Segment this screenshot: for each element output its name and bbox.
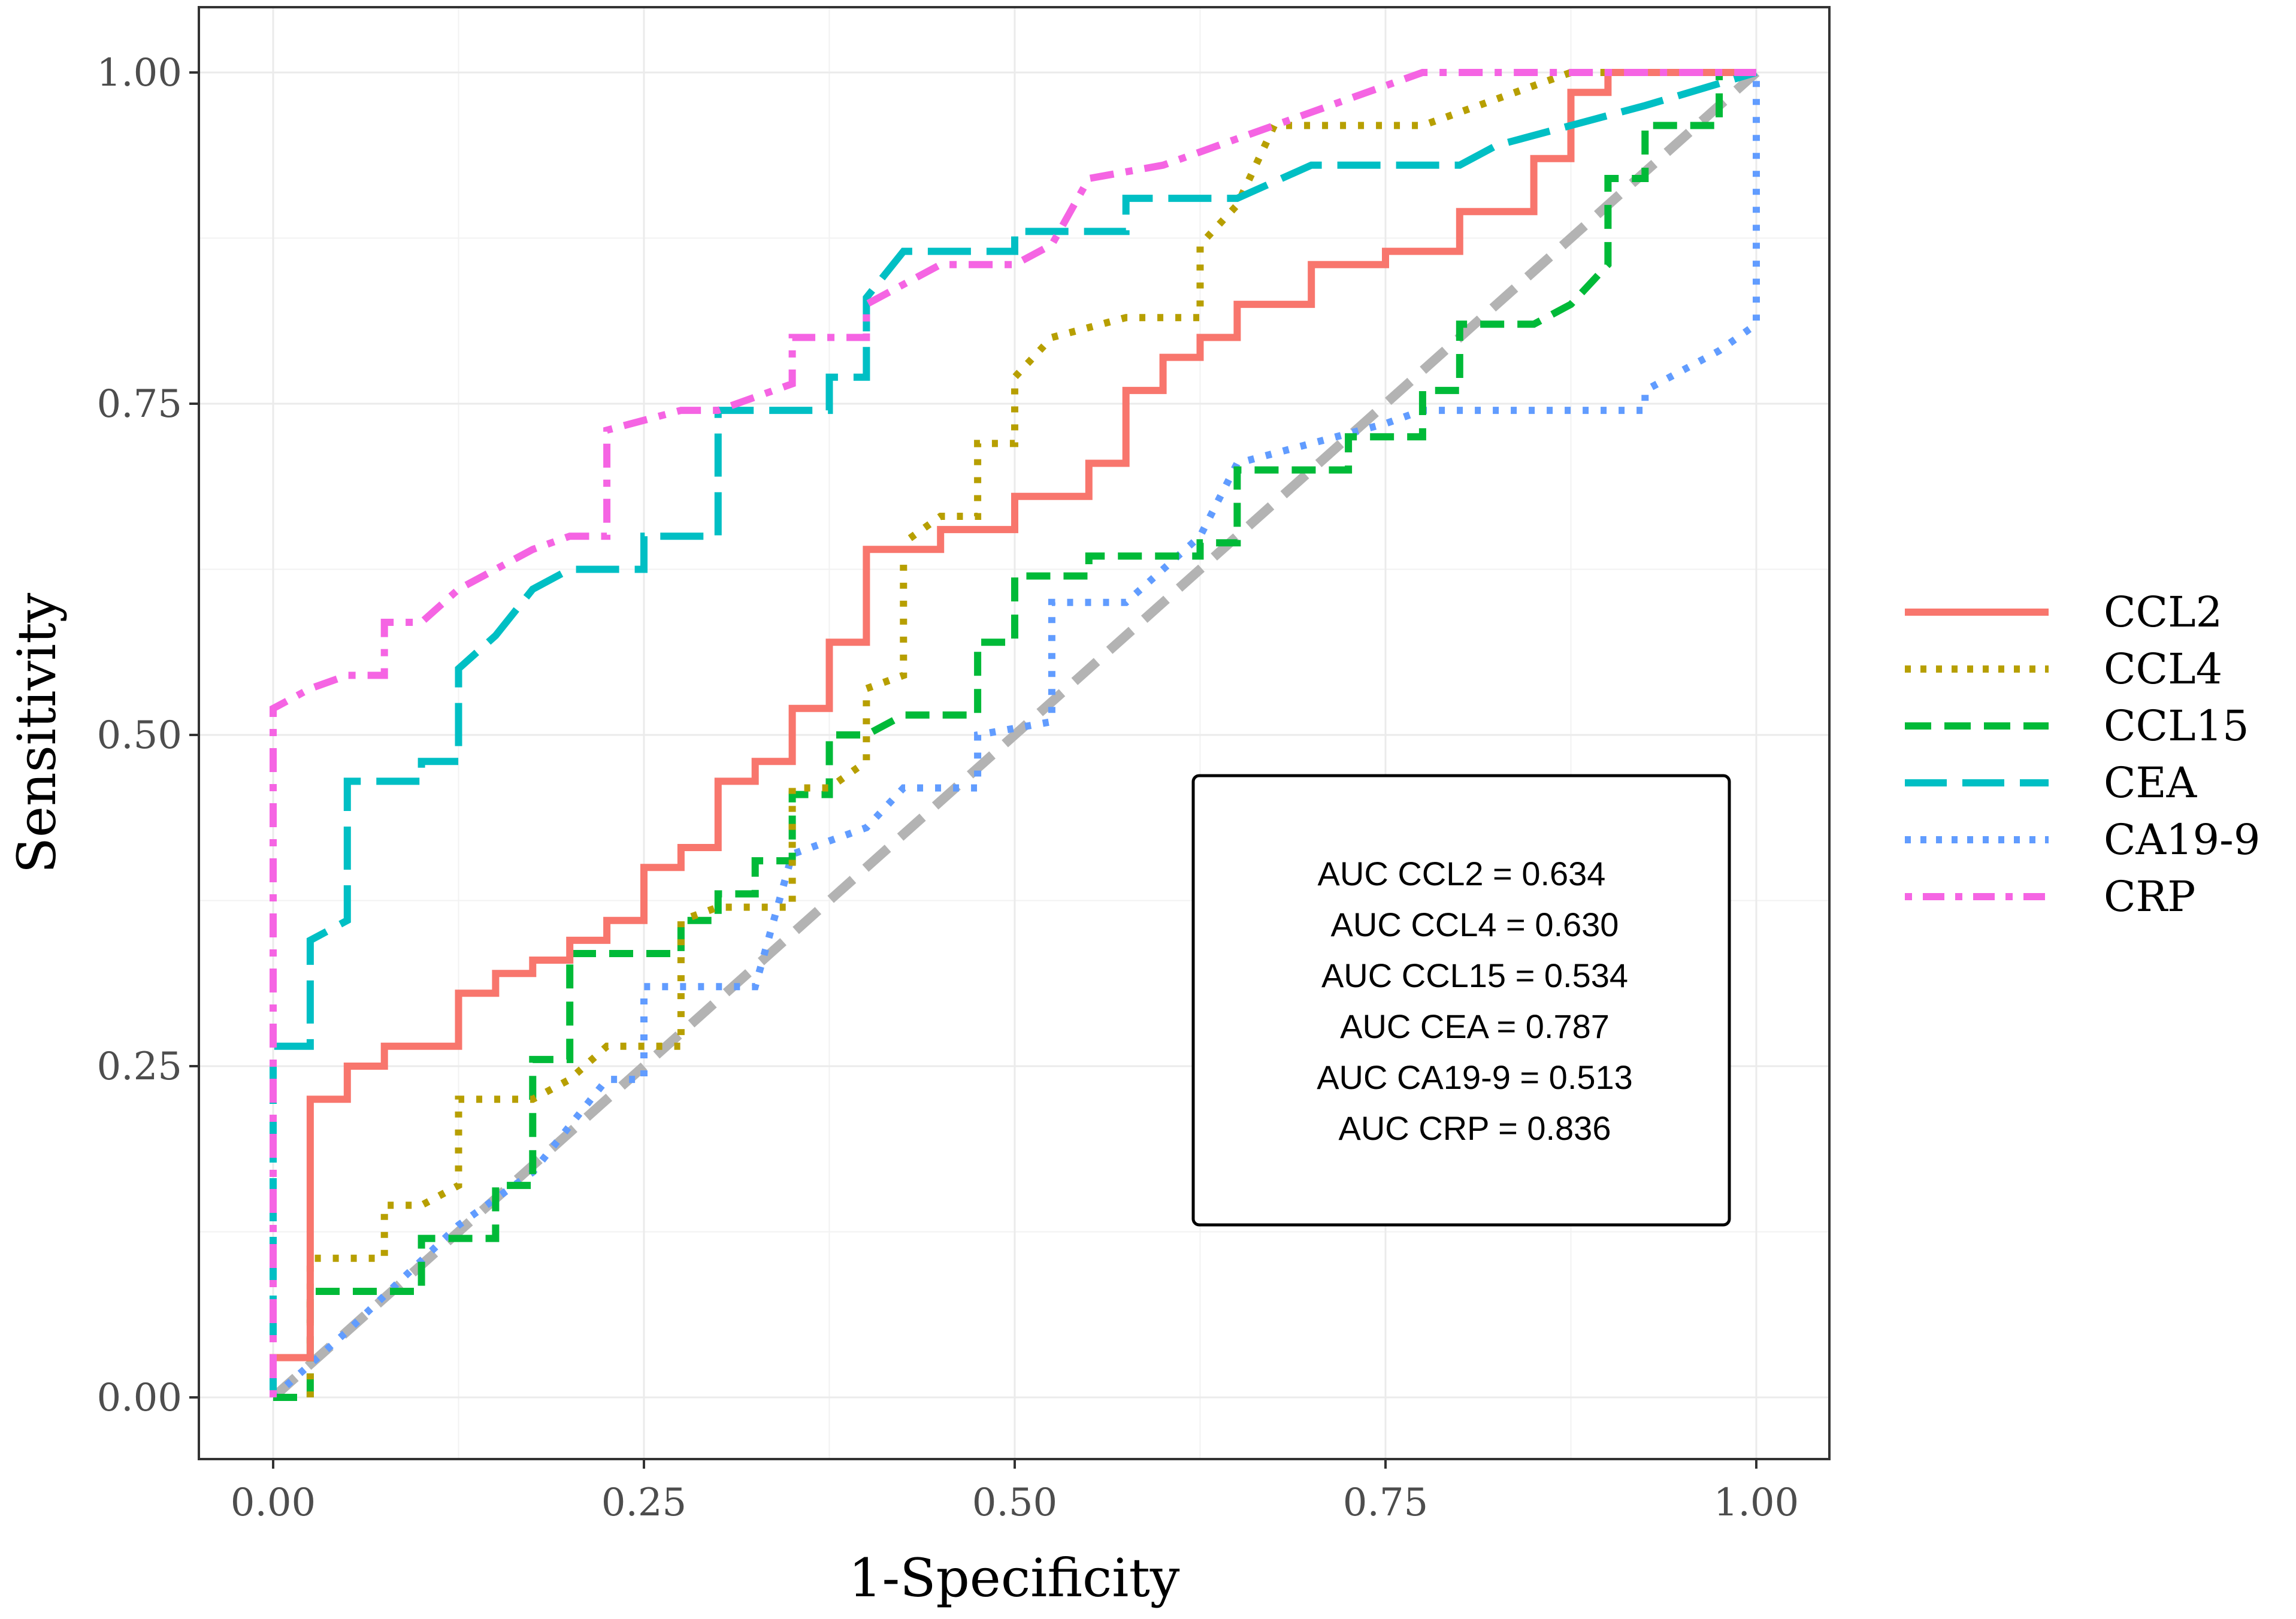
auc-line-ccl2: AUC CCL2 = 0.634 — [1318, 855, 1606, 892]
x-tick-label: 1.00 — [1714, 1481, 1799, 1525]
reference-diagonal — [270, 69, 1760, 1401]
legend-item-ca19-9: CA19-9 — [1905, 815, 2260, 864]
x-tick-label: 0.25 — [601, 1481, 687, 1525]
y-tick-label: 0.25 — [97, 1045, 183, 1089]
series-line-ccl2 — [270, 69, 1756, 1397]
legend: CCL2 CCL4 CCL15 CEA CA19-9 CRP — [1905, 588, 2260, 921]
auc-annotation-box: AUC CCL2 = 0.634 AUC CCL4 = 0.630 AUC CC… — [1191, 774, 1731, 1227]
legend-item-ccl15: CCL15 — [1905, 701, 2249, 751]
legend-label: CCL2 — [2104, 588, 2222, 637]
legend-label: CEA — [2104, 758, 2198, 807]
auc-box-frame — [1191, 774, 1731, 1227]
x-tick-label: 0.75 — [1343, 1481, 1429, 1525]
legend-label: CCL4 — [2104, 644, 2222, 694]
y-tick-label: 0.75 — [97, 382, 183, 426]
series-line-ccl15 — [273, 69, 1756, 1401]
y-tick-label: 1.00 — [97, 51, 183, 95]
auc-line-crp: AUC CRP = 0.836 — [1339, 1109, 1611, 1147]
roc-curves — [270, 69, 1760, 1401]
y-axis-title: Sensitivity — [6, 592, 68, 873]
x-tick-label: 0.50 — [972, 1481, 1058, 1525]
auc-line-ccl15: AUC CCL15 = 0.534 — [1321, 957, 1628, 994]
y-tick-label: 0.50 — [97, 713, 183, 758]
x-tick-label: 0.00 — [231, 1481, 316, 1525]
x-axis-ticks: 0.00 0.25 0.50 0.75 1.00 — [231, 1459, 1799, 1525]
auc-line-ca19-9: AUC CA19-9 = 0.513 — [1317, 1058, 1633, 1096]
legend-label: CA19-9 — [2104, 815, 2260, 864]
legend-item-ccl2: CCL2 — [1905, 588, 2222, 637]
reference-line — [270, 69, 1760, 1401]
legend-item-cea: CEA — [1905, 758, 2198, 807]
legend-item-crp: CRP — [1905, 872, 2195, 921]
legend-label: CRP — [2104, 872, 2195, 921]
legend-item-ccl4: CCL4 — [1905, 644, 2222, 694]
y-tick-label: 0.00 — [97, 1376, 183, 1420]
x-axis-title: 1-Specificity — [848, 1547, 1179, 1609]
auc-line-cea: AUC CEA = 0.787 — [1340, 1007, 1610, 1045]
series-line-crp — [270, 69, 1756, 1397]
legend-label: CCL15 — [2104, 701, 2249, 751]
auc-line-ccl4: AUC CCL4 = 0.630 — [1331, 906, 1619, 943]
y-axis-ticks: 0.00 0.25 0.50 0.75 1.00 — [97, 51, 199, 1420]
